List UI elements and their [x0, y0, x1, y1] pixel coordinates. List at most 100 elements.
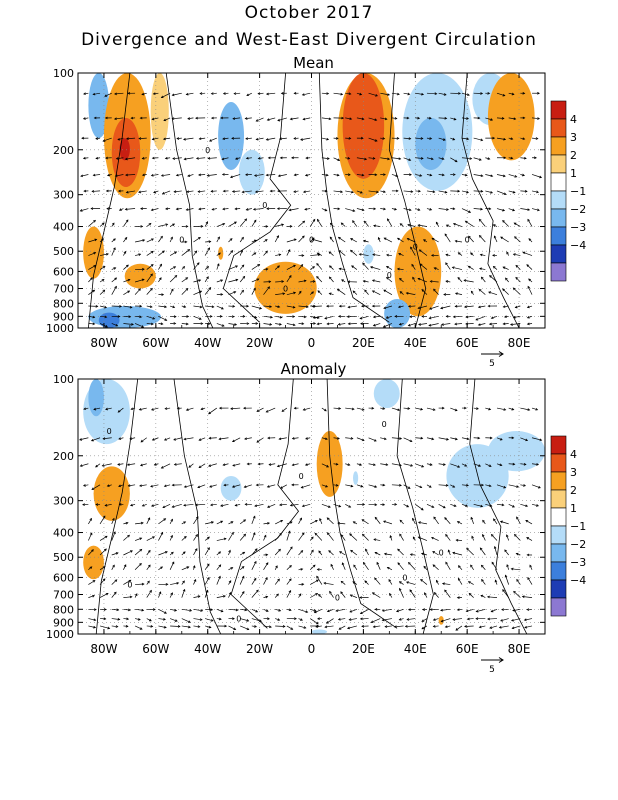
- vector-arrow-head: [386, 566, 390, 570]
- vector-arrow: [277, 463, 287, 467]
- vector-arrow: [410, 246, 416, 256]
- vector-arrow-head: [526, 553, 530, 557]
- vector-arrow: [140, 463, 147, 466]
- vector-arrow-head: [104, 94, 108, 97]
- vector-arrow-head: [293, 91, 297, 95]
- vector-arrow-head: [228, 580, 232, 584]
- vector-arrow-head: [126, 463, 130, 466]
- vector-arrow: [368, 117, 377, 121]
- vector-arrow: [391, 437, 402, 440]
- vector-arrow-head: [410, 190, 414, 193]
- vector-arrow-head: [267, 505, 270, 508]
- vector-arrow-head: [362, 503, 366, 506]
- vector-arrow: [455, 625, 463, 631]
- vector-arrow-head: [423, 239, 426, 242]
- vector-arrow-head: [244, 608, 248, 612]
- vector-arrow-head: [482, 533, 485, 537]
- vector-arrow: [204, 247, 210, 256]
- vector-arrow-head: [399, 519, 403, 523]
- vector-arrow-head: [160, 95, 164, 99]
- vector-arrow-head: [478, 288, 482, 292]
- vector-arrow: [184, 437, 194, 440]
- vector-arrow: [232, 117, 241, 120]
- vector-arrow: [208, 463, 217, 467]
- vector-arrow: [515, 265, 521, 270]
- y-tick-label: 700: [53, 283, 74, 296]
- vector-arrow: [438, 92, 447, 96]
- vector-arrow: [399, 581, 404, 585]
- vector-arrow: [407, 238, 416, 243]
- vector-arrow-head: [506, 564, 509, 568]
- vector-arrow-head: [360, 136, 364, 140]
- vector-arrow-head: [347, 280, 351, 284]
- vector-arrow: [303, 117, 311, 120]
- vector-arrow: [126, 137, 136, 140]
- vector-arrow-head: [512, 609, 516, 612]
- vector-arrow-head: [183, 137, 186, 141]
- vector-arrow-head: [244, 437, 248, 441]
- vector-arrow-head: [330, 563, 334, 567]
- vector-arrow-head: [481, 483, 485, 487]
- vector-arrow: [88, 239, 97, 243]
- vector-arrow-head: [291, 463, 295, 467]
- colorbar-swatch: [550, 561, 567, 581]
- vector-arrow-head: [536, 190, 539, 194]
- vector-arrow-head: [187, 117, 191, 120]
- shaded-region: [88, 306, 162, 328]
- vector-arrow-head: [211, 521, 215, 524]
- vector-arrow: [356, 437, 365, 441]
- vector-arrow-head: [521, 595, 525, 599]
- vector-arrow: [83, 157, 89, 159]
- vector-arrow: [363, 280, 369, 283]
- vector-arrow: [298, 550, 303, 556]
- vector-arrow: [473, 137, 483, 141]
- vector-arrow-head: [535, 407, 539, 411]
- vector-arrow-head: [210, 189, 214, 193]
- vector-arrow: [473, 174, 483, 177]
- vector-arrow: [516, 516, 521, 525]
- vector-arrow: [193, 305, 202, 308]
- vector-arrow: [380, 190, 386, 193]
- vector-arrow-head: [397, 562, 401, 566]
- vector-arrow-head: [114, 277, 118, 281]
- vector-arrow: [279, 503, 287, 506]
- vector-arrow-head: [112, 564, 115, 568]
- vector-arrow: [228, 567, 233, 571]
- vector-arrow: [380, 117, 387, 120]
- vector-arrow-head: [374, 485, 378, 488]
- vector-arrow: [458, 252, 463, 256]
- vector-arrow: [169, 236, 173, 243]
- vector-arrow: [165, 157, 171, 159]
- vector-arrow: [418, 305, 428, 309]
- vector-arrow: [399, 291, 404, 295]
- vector-arrow-head: [444, 233, 448, 237]
- vector-arrow: [426, 157, 434, 160]
- vector-arrow: [290, 503, 299, 506]
- vector-arrow-head: [231, 190, 235, 193]
- vector-arrow-head: [478, 625, 482, 629]
- vector-arrow-head: [384, 117, 388, 121]
- vector-arrow: [88, 289, 95, 295]
- vector-arrow-head: [352, 521, 356, 524]
- vector-arrow-head: [351, 265, 354, 268]
- vector-arrow: [161, 174, 171, 177]
- vector-arrow-head: [208, 240, 212, 243]
- vector-arrow-head: [288, 208, 292, 212]
- vector-arrow-head: [104, 548, 107, 552]
- vector-arrow-head: [127, 484, 131, 487]
- vector-arrow: [111, 277, 117, 283]
- vector-arrow-head: [374, 173, 378, 177]
- vector-arrow: [386, 254, 392, 256]
- vector-arrow-head: [252, 532, 256, 536]
- vector-arrow: [181, 618, 191, 623]
- vector-arrow: [169, 592, 173, 598]
- vector-arrow: [105, 503, 112, 506]
- vector-arrow: [305, 463, 311, 466]
- vector-arrow: [365, 548, 369, 556]
- vector-arrow-head: [150, 287, 153, 291]
- vector-arrow-head: [257, 92, 261, 95]
- vector-arrow: [174, 463, 182, 465]
- vector-arrow-head: [420, 407, 424, 411]
- vector-arrow: [496, 117, 504, 119]
- vector-arrow-head: [340, 591, 343, 595]
